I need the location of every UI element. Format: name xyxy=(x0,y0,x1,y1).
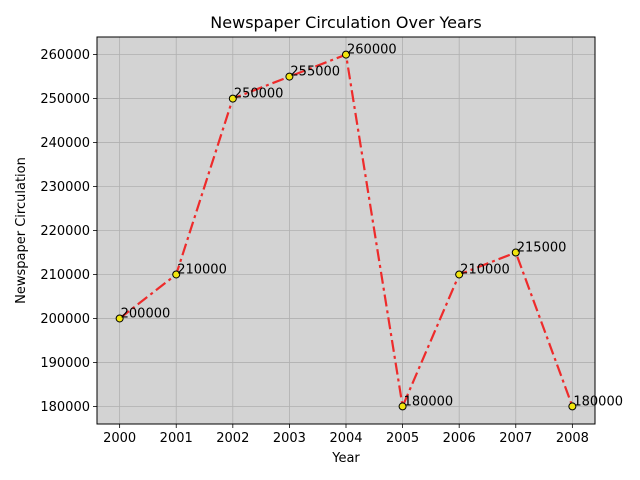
x-axis-label: Year xyxy=(331,451,360,466)
data-point xyxy=(342,50,350,59)
y-tick-label: 180000 xyxy=(40,400,90,415)
data-label: 255000 xyxy=(290,65,340,80)
plot-frame xyxy=(96,36,596,425)
data-point xyxy=(398,402,407,411)
data-label: 215000 xyxy=(517,240,567,255)
data-point xyxy=(568,402,577,411)
x-tick-label: 2003 xyxy=(273,431,306,446)
y-tick-label: 220000 xyxy=(40,224,90,239)
y-axis-ticks: 180000 190000 200000 210000 220000 230000 2400… xyxy=(40,48,97,415)
y-axis-label: Newspaper Circulation xyxy=(14,157,29,304)
data-label: 180000 xyxy=(404,394,454,409)
data-point xyxy=(115,314,124,323)
x-tick-label: 2008 xyxy=(556,431,589,446)
data-point xyxy=(285,72,294,81)
y-tick-label: 200000 xyxy=(40,312,90,327)
x-tick-label: 2001 xyxy=(160,431,193,446)
x-tick-label: 2006 xyxy=(443,431,476,446)
x-axis-ticks: 2000 2001 2002 2003 2004 2005 2006 2007 2008 xyxy=(103,424,589,446)
data-point xyxy=(228,94,237,103)
data-label: 180000 xyxy=(573,394,623,409)
y-tick-label: 190000 xyxy=(40,356,90,371)
data-label: 210000 xyxy=(177,262,227,277)
data-label: 200000 xyxy=(121,306,171,321)
y-tick-label: 250000 xyxy=(40,92,90,107)
chart-title: Newspaper Circulation Over Years xyxy=(210,13,481,32)
x-tick-label: 2000 xyxy=(103,431,136,446)
data-label: 210000 xyxy=(460,262,510,277)
data-point xyxy=(511,248,520,257)
x-tick-label: 2005 xyxy=(386,431,419,446)
data-point xyxy=(172,270,181,279)
x-tick-label: 2007 xyxy=(499,431,532,446)
data-labels: 200000 210000 250000 255000 260000 180000 2100… xyxy=(121,43,623,410)
data-label: 260000 xyxy=(347,43,397,58)
data-point xyxy=(455,270,464,279)
x-tick-label: 2004 xyxy=(329,431,362,446)
y-tick-label: 210000 xyxy=(40,268,90,283)
markers xyxy=(115,50,577,411)
y-tick-label: 260000 xyxy=(40,48,90,63)
y-tick-label: 230000 xyxy=(40,180,90,195)
data-label: 250000 xyxy=(234,87,284,102)
y-tick-label: 240000 xyxy=(40,136,90,151)
x-tick-label: 2002 xyxy=(216,431,249,446)
